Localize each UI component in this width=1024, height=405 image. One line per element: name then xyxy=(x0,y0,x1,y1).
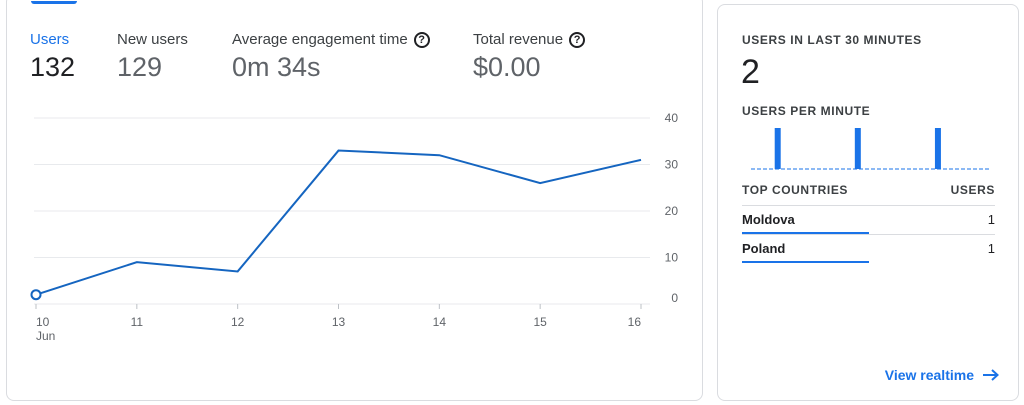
per-minute-bar[interactable] xyxy=(774,128,781,169)
users-line-chart: 0 10 20 30 40 10 11 12 13 14 15 16 Jun xyxy=(30,111,679,343)
per-minute-bar[interactable] xyxy=(854,128,861,169)
y-tick-label: 40 xyxy=(665,111,679,125)
country-row[interactable]: Poland 1 xyxy=(742,234,995,263)
metric-tab-new-users[interactable]: New users 129 xyxy=(117,31,188,83)
country-name: Poland xyxy=(742,241,786,256)
y-tick-label: 0 xyxy=(671,291,678,305)
per-minute-bar[interactable] xyxy=(934,128,941,169)
realtime-title: USERS IN LAST 30 MINUTES xyxy=(742,33,922,47)
metric-label-row: Average engagement time ? xyxy=(232,31,430,48)
metric-label: Average engagement time xyxy=(232,31,408,48)
top-countries-header: TOP COUNTRIES USERS xyxy=(742,183,995,197)
country-users: 1 xyxy=(987,241,995,256)
per-minute-title: USERS PER MINUTE xyxy=(742,104,871,118)
help-icon[interactable]: ? xyxy=(413,31,430,48)
country-users: 1 xyxy=(987,212,995,227)
realtime-user-count: 2 xyxy=(741,53,760,91)
metric-label: Total revenue xyxy=(473,31,564,48)
metric-value: 132 xyxy=(30,52,76,82)
metric-tab-users[interactable]: Users 132 xyxy=(30,31,75,83)
metric-tab-engagement-time[interactable]: Average engagement time ? 0m 34s xyxy=(232,31,430,83)
overview-card: Users 132 New users 129 Average engageme… xyxy=(6,0,703,401)
view-realtime-label: View realtime xyxy=(884,367,974,383)
y-tick-label: 20 xyxy=(665,204,679,218)
users-series-line xyxy=(35,149,642,296)
metric-label-row: Total revenue ? xyxy=(473,31,586,48)
x-tick-label: 11 xyxy=(131,315,144,329)
users-column-header: USERS xyxy=(950,183,995,197)
arrow-right-icon xyxy=(983,369,999,381)
x-tick-label: 14 xyxy=(433,315,447,329)
realtime-card: USERS IN LAST 30 MINUTES 2 USERS PER MIN… xyxy=(717,4,1019,401)
active-metric-indicator xyxy=(31,1,77,4)
metric-label: Users xyxy=(30,31,70,48)
view-realtime-link[interactable]: View realtime xyxy=(885,367,1000,383)
countries-column-header: TOP COUNTRIES xyxy=(742,183,849,197)
metric-label: New users xyxy=(117,31,188,48)
x-tick-label: 15 xyxy=(533,315,547,329)
y-tick-label: 30 xyxy=(665,158,679,172)
country-row[interactable]: Moldova 1 xyxy=(742,205,995,234)
country-share-bar xyxy=(742,261,869,263)
metric-value: $0.00 xyxy=(473,52,541,82)
help-icon[interactable]: ? xyxy=(569,31,586,48)
country-name: Moldova xyxy=(742,212,795,227)
x-tick-label: 12 xyxy=(231,315,245,329)
metric-value: 0m 34s xyxy=(232,52,321,82)
x-tick-label: 10 xyxy=(36,315,50,329)
metric-tab-total-revenue[interactable]: Total revenue ? $0.00 xyxy=(473,31,586,83)
x-tick-label: 13 xyxy=(332,315,346,329)
country-share-bar xyxy=(742,232,869,234)
x-month-label: Jun xyxy=(36,329,55,343)
users-per-minute-chart xyxy=(751,128,990,170)
metric-value: 129 xyxy=(117,52,163,82)
hover-point[interactable] xyxy=(30,289,42,301)
x-tick-label: 16 xyxy=(628,315,642,329)
y-tick-label: 10 xyxy=(665,251,679,265)
